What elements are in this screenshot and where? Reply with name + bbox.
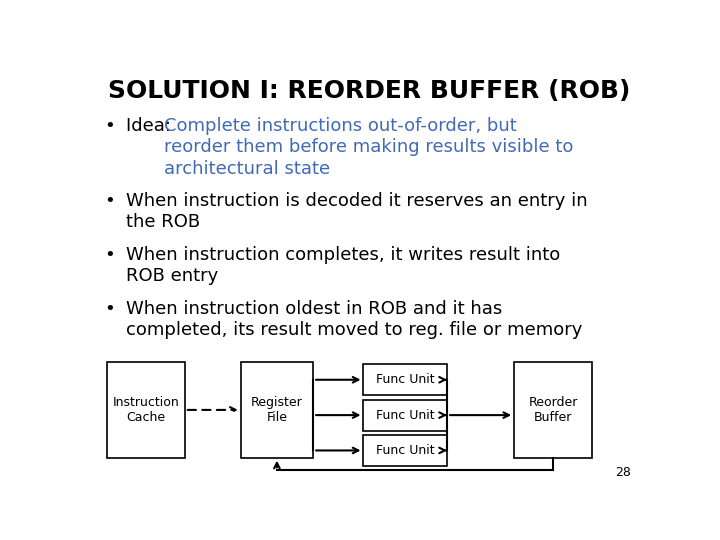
Text: •: • — [104, 192, 114, 210]
Bar — [364, 364, 447, 395]
Text: Complete instructions out-of-order, but
reorder them before making results visib: Complete instructions out-of-order, but … — [164, 117, 574, 178]
Text: Register
File: Register File — [251, 396, 303, 424]
Bar — [364, 400, 447, 431]
Text: Func Unit: Func Unit — [376, 444, 435, 457]
Bar — [240, 362, 313, 458]
Bar — [514, 362, 592, 458]
Text: 28: 28 — [616, 465, 631, 478]
Text: When instruction oldest in ROB and it has
completed, its result moved to reg. fi: When instruction oldest in ROB and it ha… — [126, 300, 582, 339]
Text: Func Unit: Func Unit — [376, 373, 435, 386]
Bar — [107, 362, 185, 458]
Text: When instruction is decoded it reserves an entry in
the ROB: When instruction is decoded it reserves … — [126, 192, 588, 231]
Text: •: • — [104, 117, 114, 135]
Text: Func Unit: Func Unit — [376, 409, 435, 422]
Text: Reorder
Buffer: Reorder Buffer — [528, 396, 578, 424]
Text: When instruction completes, it writes result into
ROB entry: When instruction completes, it writes re… — [126, 246, 560, 285]
Bar — [364, 435, 447, 466]
Text: Instruction
Cache: Instruction Cache — [112, 396, 179, 424]
Text: •: • — [104, 300, 114, 318]
Text: Idea:: Idea: — [126, 117, 177, 135]
Text: •: • — [104, 246, 114, 264]
Text: SOLUTION I: REORDER BUFFER (ROB): SOLUTION I: REORDER BUFFER (ROB) — [108, 79, 630, 103]
